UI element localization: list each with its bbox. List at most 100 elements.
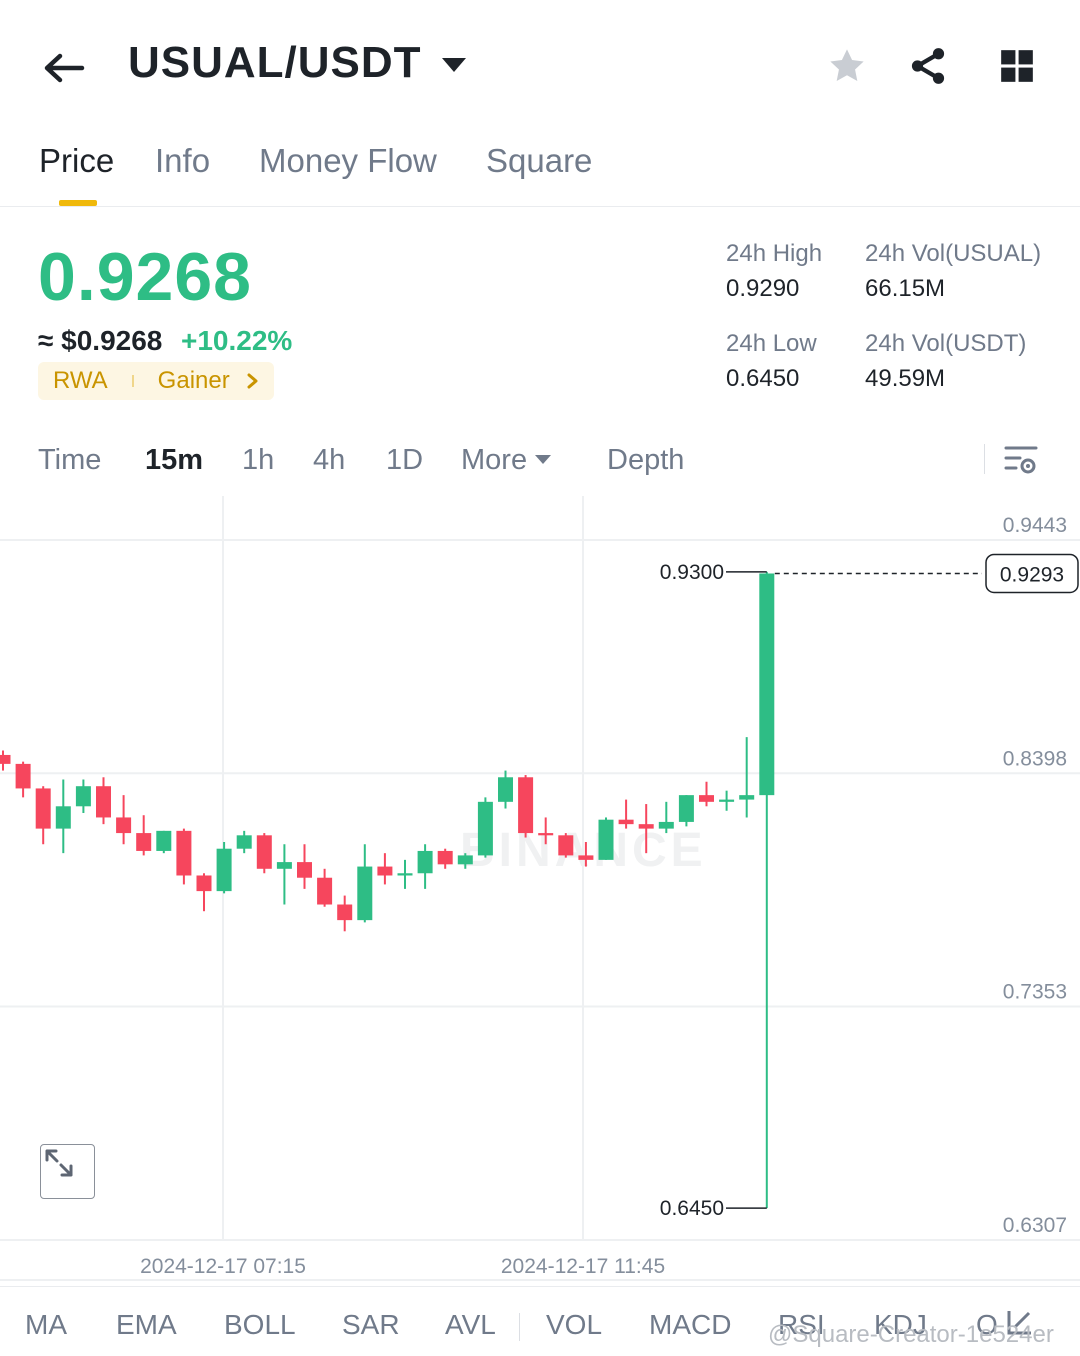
active-tab-indicator	[59, 200, 97, 206]
low-value: 0.6450	[726, 365, 800, 392]
indicator-divider	[519, 1313, 520, 1341]
candle-body	[15, 763, 31, 789]
back-arrow-icon	[44, 53, 85, 83]
collapse-indicators-icon[interactable]	[1005, 1307, 1035, 1337]
candle-body	[196, 875, 212, 892]
caret-down-icon	[441, 58, 466, 72]
interval-bar: Time 15m 1h 4h 1D More Depth	[0, 430, 1080, 496]
y-tick-label: 0.7353	[1003, 981, 1067, 1004]
top-bar: USUAL/USDT	[0, 0, 1080, 130]
indicator-kdj[interactable]: KDJ	[874, 1309, 927, 1340]
chart-canvas: BINANCE 0.9443 0.8398 0.7353 0.6307 2024-12-1…	[0, 496, 1080, 1281]
vol-quote-label: 24h Vol(USDT)	[865, 330, 1027, 357]
back-button[interactable]	[36, 40, 92, 96]
y-tick-label: 0.6307	[1003, 1214, 1067, 1237]
candle-body	[739, 795, 755, 800]
interval-more[interactable]: More	[461, 444, 552, 477]
tag-gainer[interactable]: Gainer	[157, 367, 230, 394]
candle-body	[35, 788, 51, 829]
y-tick-label: 0.9443	[1003, 514, 1067, 537]
candlestick-chart[interactable]: BINANCE 0.9443 0.8398 0.7353 0.6307 2024-12-1…	[0, 496, 1080, 1286]
current-price-label: 0.9293	[1000, 563, 1064, 586]
interval-divider	[984, 444, 985, 474]
interval-15m[interactable]: 15m	[145, 444, 204, 476]
interval-more-label: More	[461, 444, 528, 476]
vol-quote-value: 49.59M	[865, 365, 946, 392]
y-tick-label: 0.8398	[1003, 747, 1067, 770]
indicator-ma[interactable]: MA	[25, 1309, 67, 1340]
candle-body	[477, 801, 493, 856]
last-price: 0.9268	[38, 239, 252, 315]
pair-selector[interactable]: USUAL/USDT	[128, 38, 466, 88]
tab-square[interactable]: Square	[486, 142, 593, 179]
candle-body	[116, 817, 132, 834]
low-marker-label: 0.6450	[660, 1197, 724, 1220]
candle-body	[618, 819, 634, 825]
price-change: +10.22%	[181, 325, 293, 356]
candle-body	[437, 850, 453, 865]
candle-body	[156, 830, 172, 851]
pair-title: USUAL/USDT	[128, 38, 422, 87]
candle-body	[457, 855, 473, 865]
watermark-text: BINANCE	[460, 824, 707, 877]
candle-body	[678, 795, 694, 822]
candle-body	[357, 866, 373, 921]
candle-body	[699, 795, 714, 802]
candle-body	[719, 799, 735, 802]
low-label: 24h Low	[726, 330, 817, 357]
fullscreen-button[interactable]	[40, 1144, 95, 1199]
candle-body	[558, 835, 574, 856]
chart-settings-button[interactable]	[1000, 440, 1042, 482]
interval-1h[interactable]: 1h	[242, 444, 275, 476]
candle-body	[498, 777, 513, 802]
candle-body	[317, 877, 333, 905]
main-tabs: Price Info Money Flow Square	[0, 130, 1080, 207]
indicator-avl[interactable]: AVL	[445, 1309, 496, 1340]
candle-body	[598, 819, 614, 860]
candle-body	[256, 835, 272, 869]
indicator-vol[interactable]: VOL	[546, 1309, 603, 1340]
high-marker-label: 0.9300	[660, 561, 724, 584]
candle-body	[55, 806, 71, 829]
indicator-sar[interactable]: SAR	[342, 1309, 400, 1340]
star-icon	[830, 49, 864, 82]
depth-tab[interactable]: Depth	[607, 444, 685, 476]
tag-rwa[interactable]: RWA	[53, 367, 108, 394]
tag-bar[interactable]: RWA Gainer	[38, 362, 274, 400]
candle-body	[377, 866, 393, 876]
candle-body	[759, 573, 775, 796]
candle-body	[136, 833, 152, 851]
x-tick-label: 2024-12-17 07:15	[140, 1255, 306, 1278]
candle-body	[417, 850, 433, 874]
interval-time[interactable]: Time	[38, 444, 102, 476]
favorite-button[interactable]	[823, 42, 871, 90]
tag-divider	[131, 375, 134, 387]
watermark-credit: @Square-Creator-1e524er	[768, 1321, 1054, 1348]
current-price-tag	[985, 553, 1079, 594]
candle-body	[176, 830, 192, 876]
chevron-right-icon	[247, 373, 258, 389]
candle-body	[538, 833, 554, 836]
tab-money-flow[interactable]: Money Flow	[259, 142, 437, 179]
indicator-bar: MA EMA BOLL SAR AVL VOL MACD RSI KDJ O	[0, 1286, 1080, 1356]
candle-body	[638, 824, 654, 829]
interval-4h[interactable]: 4h	[313, 444, 346, 476]
indicator-rsi[interactable]: RSI	[778, 1309, 825, 1340]
candle-body	[96, 786, 111, 818]
interval-1d[interactable]: 1D	[386, 444, 424, 476]
layout-button[interactable]	[993, 42, 1041, 90]
indicator-macd[interactable]: MACD	[649, 1309, 732, 1340]
indicator-boll[interactable]: BOLL	[224, 1309, 296, 1340]
share-button[interactable]	[904, 42, 952, 90]
indicator-ema[interactable]: EMA	[116, 1309, 177, 1340]
indicator-obv[interactable]: O	[976, 1309, 998, 1340]
tab-price[interactable]: Price	[39, 142, 115, 179]
tab-info[interactable]: Info	[155, 142, 211, 179]
caret-down-icon	[535, 455, 552, 464]
expand-icon	[45, 1149, 73, 1177]
candle-body	[578, 855, 594, 860]
candle-body	[297, 862, 312, 878]
candle-body	[216, 848, 232, 892]
candle-body	[276, 862, 292, 869]
share-icon	[911, 48, 945, 84]
